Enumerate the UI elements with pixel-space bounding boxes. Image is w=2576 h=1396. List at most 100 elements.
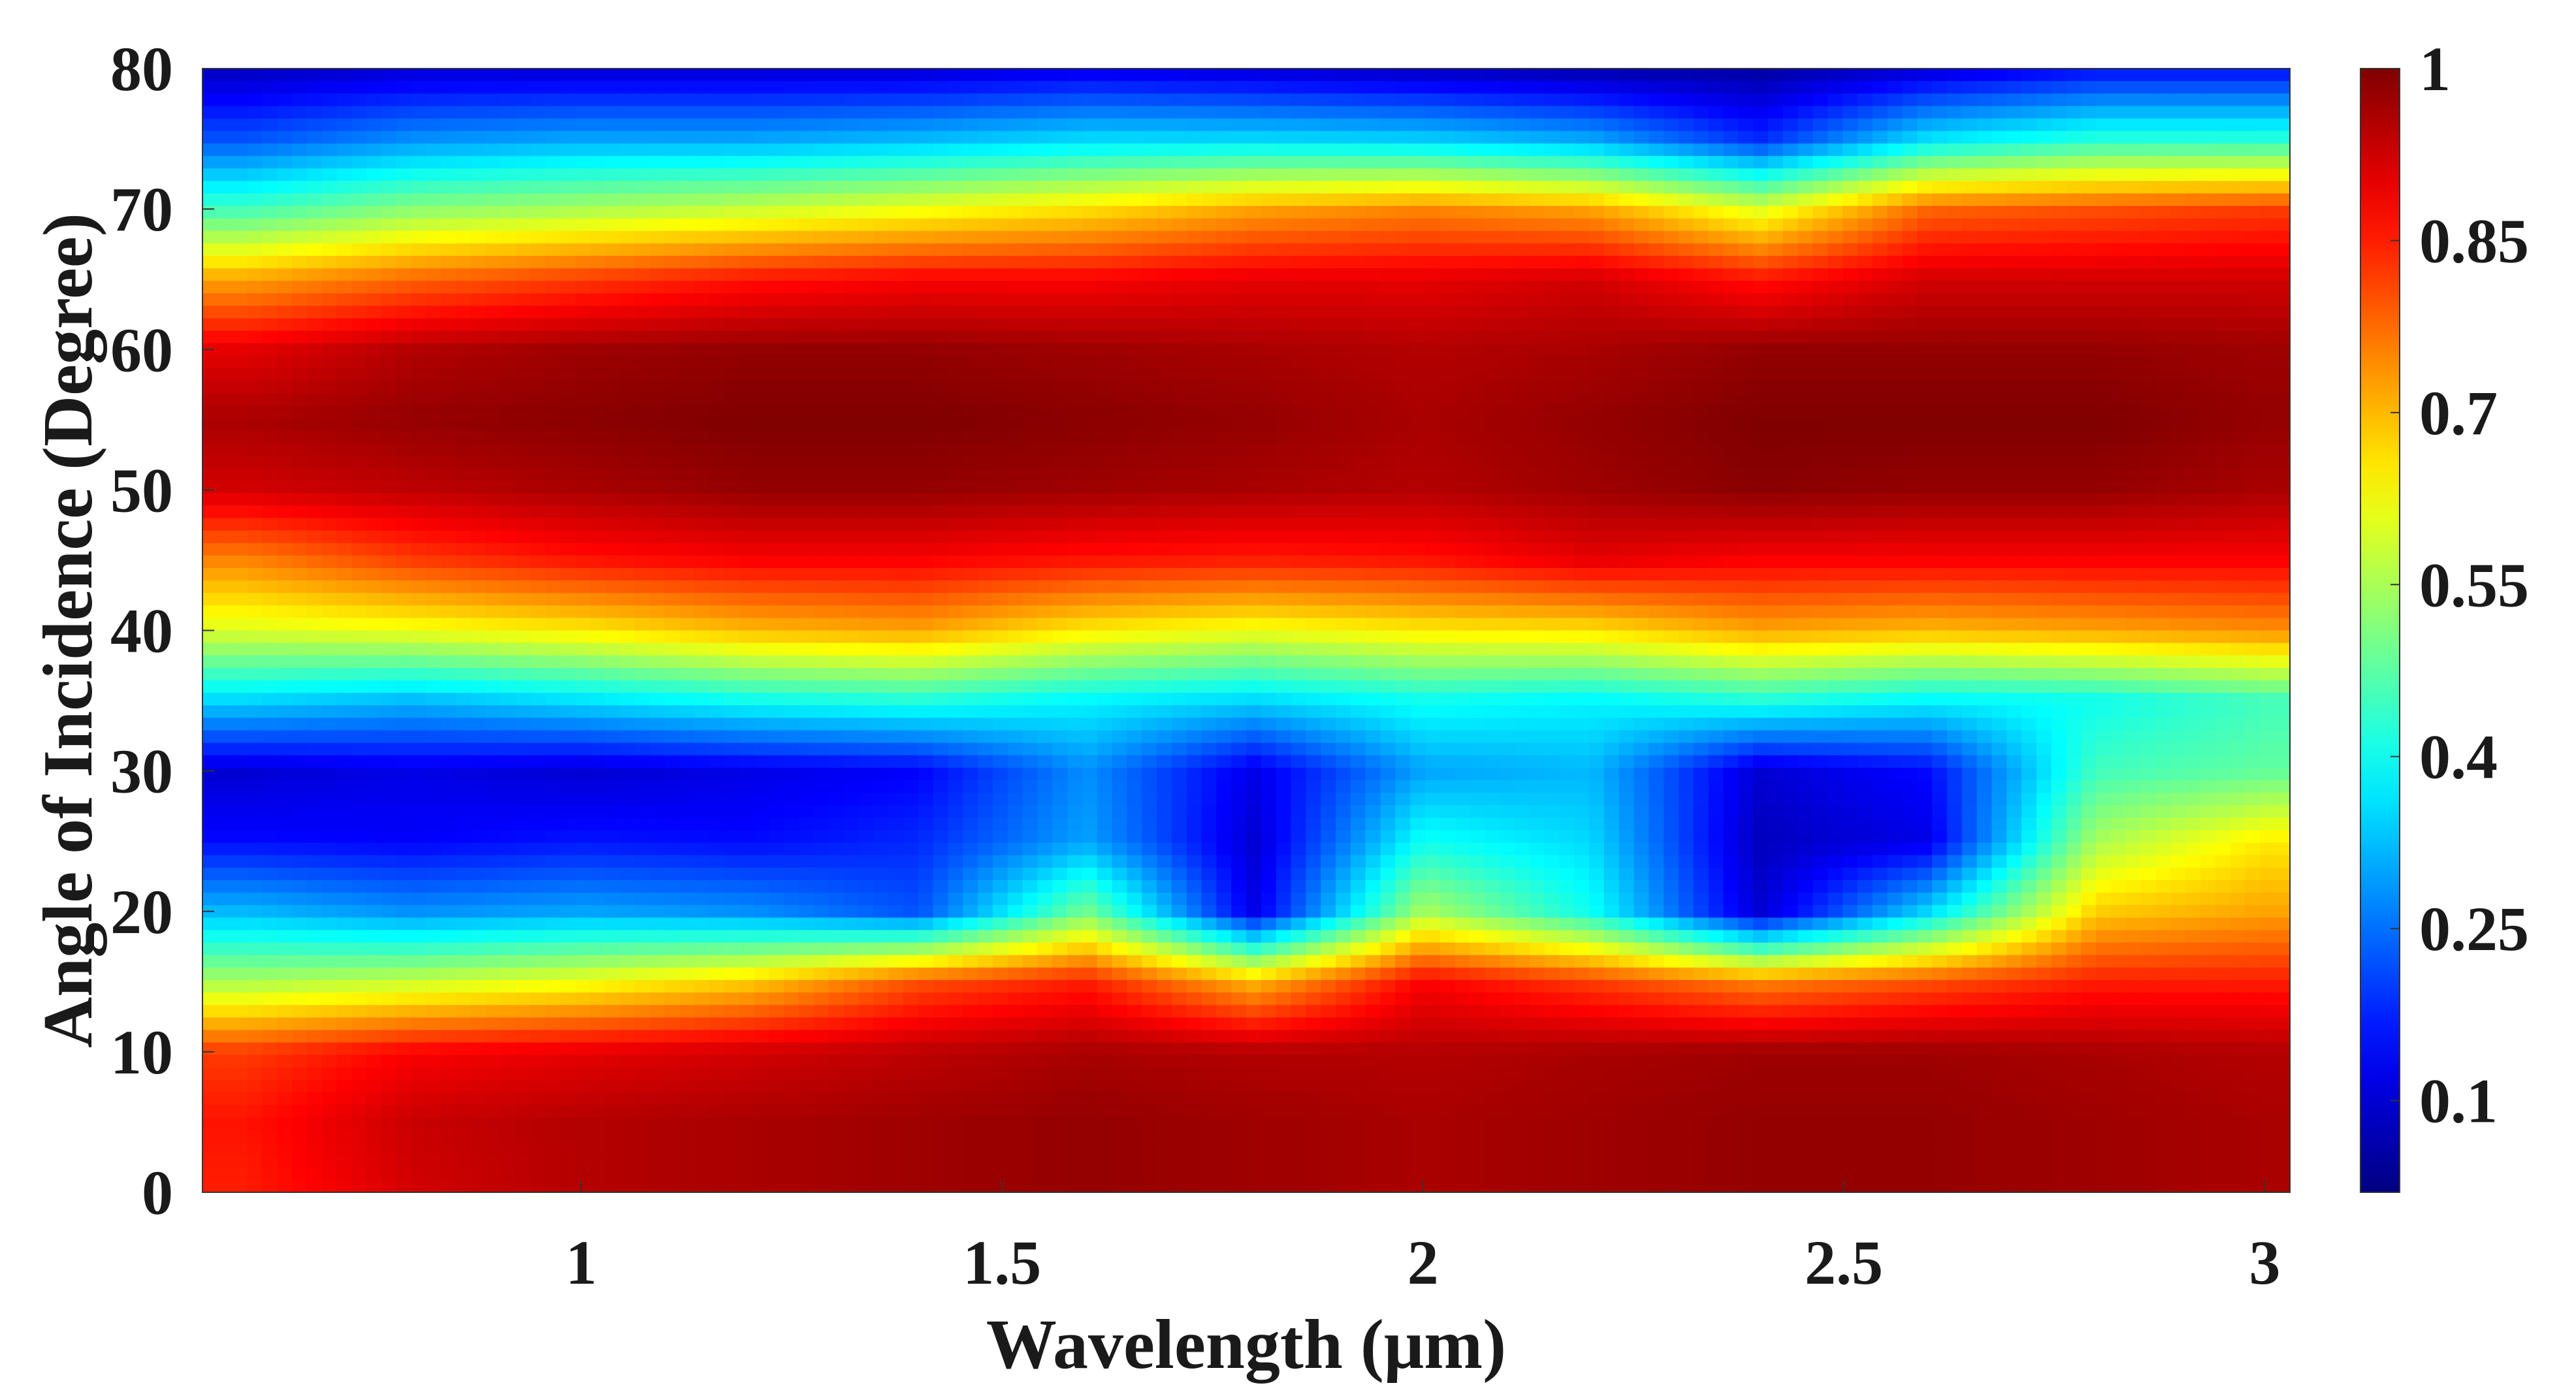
heatmap-cell	[1664, 468, 1679, 481]
heatmap-cell	[1276, 93, 1292, 107]
heatmap-cell	[709, 493, 725, 507]
heatmap-cell	[1797, 243, 1814, 257]
heatmap-cell	[1618, 455, 1635, 469]
heatmap-cell	[1514, 281, 1530, 294]
heatmap-cell	[2111, 81, 2127, 95]
heatmap-cell	[2125, 343, 2142, 357]
heatmap-cell	[1603, 281, 1620, 294]
heatmap-cell	[470, 268, 487, 281]
heatmap-cell	[381, 193, 397, 207]
heatmap-cell	[366, 281, 382, 294]
heatmap-cell	[1425, 143, 1441, 157]
heatmap-cell	[1797, 268, 1814, 281]
heatmap-cell	[694, 293, 710, 307]
heatmap-cell	[1618, 343, 1635, 357]
heatmap-cell	[948, 455, 964, 469]
heatmap-cell	[1425, 69, 1441, 82]
heatmap-cell	[1470, 93, 1486, 107]
heatmap-cell	[1976, 306, 1993, 319]
heatmap-cell	[1097, 368, 1113, 381]
heatmap-cell	[1201, 343, 1217, 357]
heatmap-cell	[1246, 405, 1262, 419]
heatmap-cell	[321, 405, 338, 419]
heatmap-cell	[441, 430, 457, 444]
heatmap-cell	[2066, 343, 2082, 357]
heatmap-cell	[1246, 69, 1262, 82]
heatmap-cell	[1946, 455, 1963, 469]
heatmap-cell	[1649, 93, 1664, 107]
heatmap-cell	[366, 118, 382, 132]
heatmap-cell	[1738, 181, 1754, 195]
heatmap-cell	[500, 430, 517, 444]
heatmap-cell	[381, 230, 397, 244]
heatmap-cell	[1500, 281, 1515, 294]
heatmap-cell	[2260, 106, 2276, 119]
heatmap-cell	[1470, 381, 1486, 394]
heatmap-cell	[1500, 455, 1515, 469]
heatmap-cell	[1649, 293, 1664, 307]
heatmap-cell	[1142, 168, 1157, 182]
heatmap-cell	[1559, 155, 1575, 169]
heatmap-cell	[1365, 93, 1381, 107]
heatmap-cell	[560, 143, 576, 157]
heatmap-cell	[1037, 118, 1054, 132]
heatmap-cell	[1768, 355, 1784, 369]
heatmap-cell	[2275, 393, 2291, 407]
heatmap-cell	[2215, 368, 2231, 381]
heatmap-cell	[1857, 230, 1873, 244]
heatmap-cell	[396, 143, 412, 157]
heatmap-cell	[515, 468, 532, 481]
heatmap-cell	[1797, 405, 1814, 419]
heatmap-cell	[2021, 118, 2037, 132]
heatmap-cell	[2260, 93, 2276, 107]
heatmap-cell	[828, 230, 845, 244]
heatmap-cell	[291, 218, 308, 232]
heatmap-cell	[1246, 368, 1262, 381]
heatmap-cell	[754, 418, 770, 432]
heatmap-cell	[2260, 218, 2276, 232]
heatmap-cell	[336, 393, 353, 407]
heatmap-cell	[2021, 355, 2037, 369]
heatmap-cell	[1544, 218, 1560, 232]
heatmap-cell	[396, 355, 412, 369]
heatmap-cell	[1679, 181, 1694, 195]
heatmap-cell	[1485, 405, 1500, 419]
heatmap-cell	[1097, 381, 1113, 394]
heatmap-cell	[739, 143, 755, 157]
heatmap-cell	[575, 218, 591, 232]
heatmap-cell	[381, 81, 397, 95]
heatmap-cell	[2260, 155, 2276, 169]
heatmap-cell	[1306, 306, 1321, 319]
heatmap-cell	[2140, 255, 2157, 269]
heatmap-cell	[1157, 493, 1172, 507]
heatmap-cell	[1201, 69, 1217, 82]
heatmap-cell	[1082, 218, 1098, 232]
heatmap-cell	[2125, 230, 2142, 244]
heatmap-cell	[813, 131, 829, 144]
heatmap-cell	[2245, 468, 2261, 481]
heatmap-cell	[1768, 193, 1784, 207]
heatmap-cell	[530, 443, 546, 456]
heatmap-cell	[769, 493, 785, 507]
heatmap-cell	[694, 330, 710, 344]
heatmap-cell	[694, 505, 710, 519]
heatmap-cell	[1738, 230, 1754, 244]
heatmap-cell	[620, 430, 636, 444]
heatmap-cell	[247, 218, 263, 232]
heatmap-cell	[2021, 430, 2037, 444]
heatmap-cell	[2185, 230, 2201, 244]
heatmap-cell	[1872, 181, 1888, 195]
heatmap-cell	[1618, 468, 1635, 481]
heatmap-cell	[530, 268, 546, 281]
heatmap-cell	[2066, 493, 2082, 507]
heatmap-cell	[1932, 268, 1948, 281]
heatmap-cell	[1380, 131, 1396, 144]
heatmap-cell	[2036, 443, 2052, 456]
heatmap-cell	[1335, 118, 1351, 132]
heatmap-cell	[1589, 493, 1605, 507]
heatmap-cell	[843, 281, 860, 294]
heatmap-cell	[784, 193, 799, 207]
heatmap-cell	[2111, 430, 2127, 444]
heatmap-cell	[1380, 418, 1396, 432]
heatmap-cell	[217, 255, 233, 269]
